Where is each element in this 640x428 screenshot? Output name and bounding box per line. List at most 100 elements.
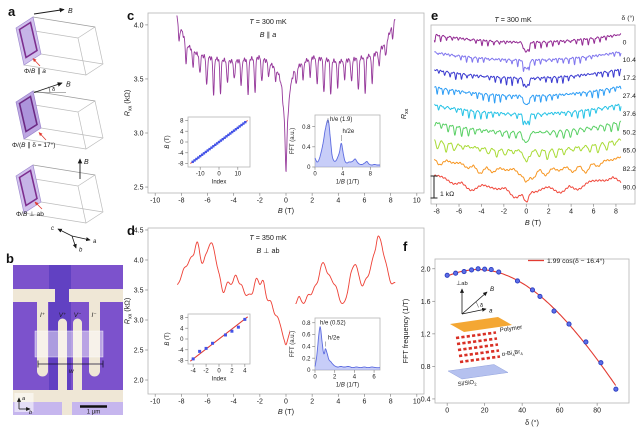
tick-label: 0.6 [302, 333, 311, 339]
scale-bar-label: 1 μm [87, 410, 100, 416]
tick-label: 2.5 [134, 185, 144, 192]
tick-label: -8 [433, 209, 439, 216]
series-stack_osc [434, 85, 622, 106]
curve-label: 82.2 [623, 166, 636, 173]
field-label: B [490, 286, 494, 293]
slab-B-parallel-a: B [15, 7, 104, 76]
electrode-bottom-bar [13, 390, 123, 402]
tick-label: 2 [230, 369, 234, 375]
electrode-top-right [69, 289, 123, 302]
tick-label: 0 [180, 337, 184, 343]
tick-label: 0.4 [421, 396, 431, 403]
tick-label: -6 [204, 399, 210, 406]
curve-label: 17.2 [623, 75, 636, 82]
bi4br4-label: α-Bi4Br4 [501, 349, 523, 359]
tick-label: 4 [180, 129, 184, 135]
data-point [461, 269, 467, 275]
d-inset2-x-title: 1/B (1/T) [336, 383, 359, 389]
tick-label: -10 [150, 399, 160, 406]
series-stack_osc [434, 68, 622, 88]
tick-label: 0 [313, 375, 317, 381]
data-point [529, 287, 536, 293]
legend-fit-label: 1.99 cos(δ − 16.4°) [547, 257, 605, 265]
tick-label: 8 [180, 316, 184, 322]
series-ab_osc [176, 15, 396, 172]
c-main-chart: -10 -8 -6 -4 -2 0 2 4 6 8 10 2.5 3.0 3.5 4.0 [134, 12, 425, 205]
tick-label: -6 [204, 198, 210, 205]
data-point [227, 133, 230, 137]
slab-edge [40, 201, 104, 213]
tick-label: -4 [231, 198, 237, 205]
c-annotation-temperature: T = 300 mK [249, 17, 287, 26]
panel-e-plot: -8 -6 -4 -2 0 2 4 6 8 0 10.4 17.2 27.4 37.6 50.2 65.0 82… [399, 14, 636, 227]
data-point [204, 150, 208, 154]
data-point [551, 308, 557, 314]
electrode-finger-I-minus [89, 301, 100, 377]
tick-label: 0 [313, 172, 317, 178]
e-x-axis-title: B (T) [525, 218, 541, 227]
panel-letter-d: d [127, 223, 135, 238]
axis-b-label: b [79, 248, 83, 254]
d-x-axis-title: B (T) [278, 407, 294, 416]
tick-label: 4.0 [134, 258, 144, 265]
curve-label: 10.4 [623, 57, 636, 64]
tick-label: -6 [456, 209, 462, 216]
slab-edge [32, 164, 96, 176]
tick-label: 4 [353, 375, 357, 381]
tick-label: 4.5 [134, 228, 144, 235]
axis-a-label: a [22, 396, 26, 402]
flux-face [15, 164, 42, 214]
terminal-label-I-minus: I⁻ [91, 312, 96, 319]
width-highlight-box [34, 330, 104, 358]
series-stack_osc [434, 51, 622, 72]
tick-label: 0 [307, 165, 311, 171]
data-point [598, 360, 604, 366]
e-stack-chart: -8 -6 -4 -2 0 2 4 6 8 0 10.4 17.2 27.4 37.6 50.2 65.0 82… [430, 24, 636, 216]
tick-label: 0 [284, 399, 288, 406]
tick-label: -8 [178, 399, 184, 406]
series-stack_osc [434, 174, 622, 203]
panel-d-plot: -10 -8 -6 -4 -2 0 2 4 6 8 10 2.0 2.5 3.0 3.5 4.0 4.5 T =… [123, 228, 425, 416]
data-point [202, 152, 206, 155]
curve-label: 90.0 [623, 184, 636, 191]
tick-label: 10 [413, 399, 421, 406]
data-point [219, 139, 223, 142]
data-point [242, 122, 245, 125]
data-point [215, 142, 219, 145]
flux-loop [18, 95, 38, 133]
d-inset1-y-title: B (T) [165, 332, 171, 345]
electrode-finger-I-plus [37, 301, 48, 377]
tick-label: 2.0 [421, 266, 431, 273]
tick-label: 80 [593, 408, 601, 415]
data-point [243, 317, 247, 321]
slab-edge [23, 64, 87, 76]
tick-label: 60 [556, 408, 564, 415]
micrograph-axes: a b [14, 393, 34, 416]
field-arrow [461, 291, 488, 315]
data-point [475, 266, 481, 272]
curve-label: 65.0 [623, 148, 636, 155]
panel-b-micrograph: w I⁺ V⁺ V⁻ I⁻ 1 μm a b [13, 265, 123, 416]
panel-letter-a: a [8, 4, 16, 19]
slab-back-face [77, 100, 104, 150]
slab-edge [32, 16, 96, 28]
f-y-axis-title: FFT frequency (1/T) [401, 299, 410, 364]
c-inset2-x-title: 1/B (1/T) [336, 180, 359, 186]
data-point [210, 146, 213, 149]
terminal-label-I-plus: I⁺ [40, 312, 45, 319]
electrode-bottom-stem [62, 402, 72, 415]
tick-label: 1.6 [421, 299, 431, 306]
d-inset1-x-title: Index [212, 377, 227, 383]
tick-label: 4 [180, 326, 184, 332]
data-point [221, 137, 224, 141]
panel-c-plot: -10 -8 -6 -4 -2 0 2 4 6 8 10 2.5 3.0 3.5 4.0 T = 300 m… [123, 12, 425, 215]
crystal-row [459, 355, 501, 364]
data-point [199, 154, 202, 158]
angle-arc [48, 86, 51, 93]
data-point [240, 123, 243, 127]
tick-label: 0.8 [302, 125, 311, 131]
tick-label: 40 [518, 408, 526, 415]
data-point [469, 267, 475, 273]
d-main-chart: -10 -8 -6 -4 -2 0 2 4 6 8 10 2.0 2.5 3.0 3.5 4.0 4.5 [134, 228, 425, 406]
electrode-top-left [13, 289, 55, 302]
